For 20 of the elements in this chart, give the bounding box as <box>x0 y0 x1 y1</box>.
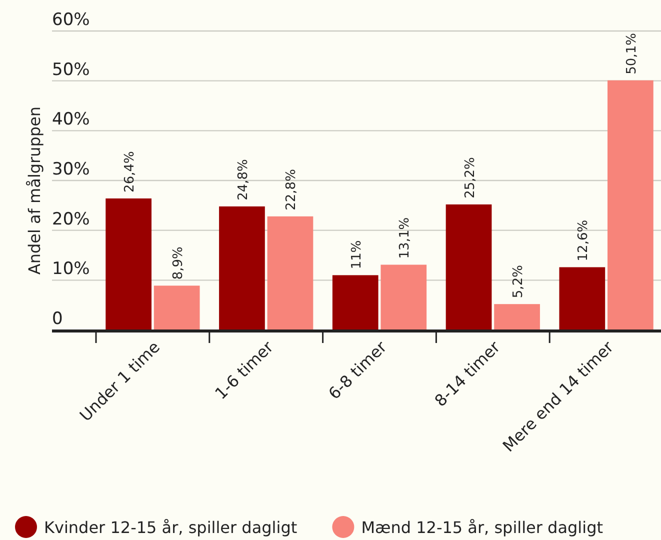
y-tick-label: 10% <box>52 259 90 280</box>
y-tick-label: 40% <box>52 110 90 130</box>
y-tick-label: 50% <box>52 60 90 80</box>
y-tick-label: 60% <box>52 10 90 30</box>
data-label: 50,1% <box>624 33 640 74</box>
data-label: 11% <box>349 240 364 270</box>
data-label: 26,4% <box>122 151 138 192</box>
data-label: 22,8% <box>284 169 300 210</box>
y-tick-label: 0 <box>52 309 63 329</box>
y-axis-title: Andel af målgruppen <box>25 106 44 275</box>
y-tick-label: 20% <box>52 209 90 230</box>
legend-label: Kvinder 12-15 år, spiller dagligt <box>44 518 298 537</box>
data-label: 13,1% <box>398 217 413 259</box>
legend-label: Mænd 12-15 år, spiller dagligt <box>361 518 604 537</box>
data-label: 25,2% <box>462 157 478 198</box>
data-label: 12,6% <box>576 220 592 262</box>
data-label: 5,2% <box>511 265 526 298</box>
y-tick-label: 30% <box>52 160 90 180</box>
data-label: 8,9% <box>170 246 186 280</box>
data-label: 24,8% <box>236 159 251 200</box>
